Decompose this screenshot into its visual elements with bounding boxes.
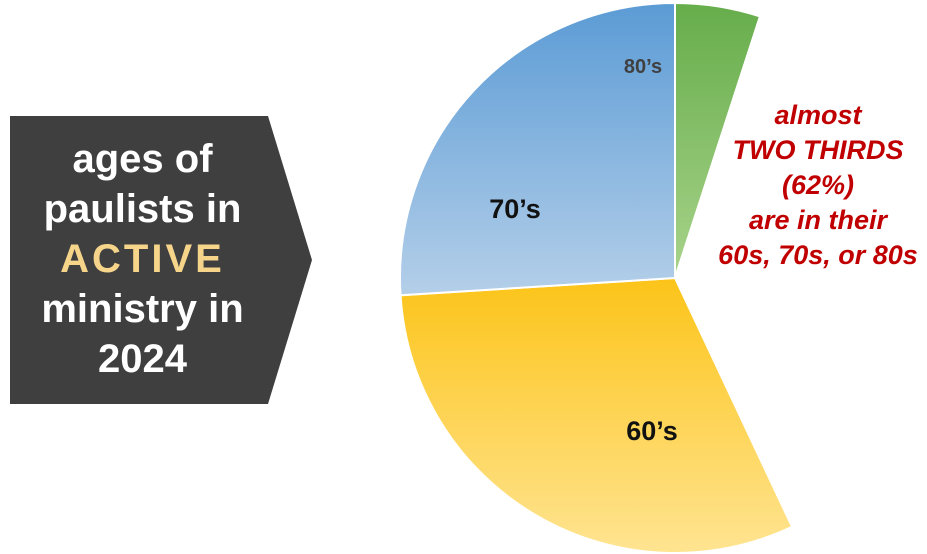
- title-line-5: 2024: [98, 337, 187, 381]
- title-line-1: ages of: [72, 137, 213, 181]
- pie-slices: [399, 1, 927, 554]
- title-arrow-shape: [10, 116, 312, 404]
- title-line-2: paulists in: [43, 187, 242, 231]
- annotation-line-1: almost: [774, 100, 862, 130]
- annotation-line-2: TWO THIRDS: [732, 135, 904, 165]
- slice-80s-label: 80’s: [624, 56, 662, 78]
- slice-60s: [399, 276, 794, 554]
- annotation-line-5: 60s, 70s, or 80s: [718, 240, 918, 270]
- pie-labels: 80’s 60’s 70’s: [489, 56, 678, 446]
- slice-60s-label: 60’s: [626, 416, 678, 446]
- title-panel: ages of paulists in ACTIVE ministry in 2…: [10, 116, 312, 404]
- slice-70s-label: 70’s: [489, 194, 541, 224]
- annotation-callout: almost TWO THIRDS (62%) are in their 60s…: [706, 98, 927, 273]
- chart-title: ages of paulists in ACTIVE ministry in 2…: [10, 134, 275, 384]
- annotation-line-4: are in their: [748, 205, 888, 235]
- title-line-4: ministry in: [41, 287, 244, 331]
- title-highlight-word: ACTIVE: [60, 237, 225, 281]
- slice-70s: [399, 1, 676, 297]
- annotation-line-3: (62%): [781, 170, 855, 200]
- slice-unlabeled: [673, 15, 927, 529]
